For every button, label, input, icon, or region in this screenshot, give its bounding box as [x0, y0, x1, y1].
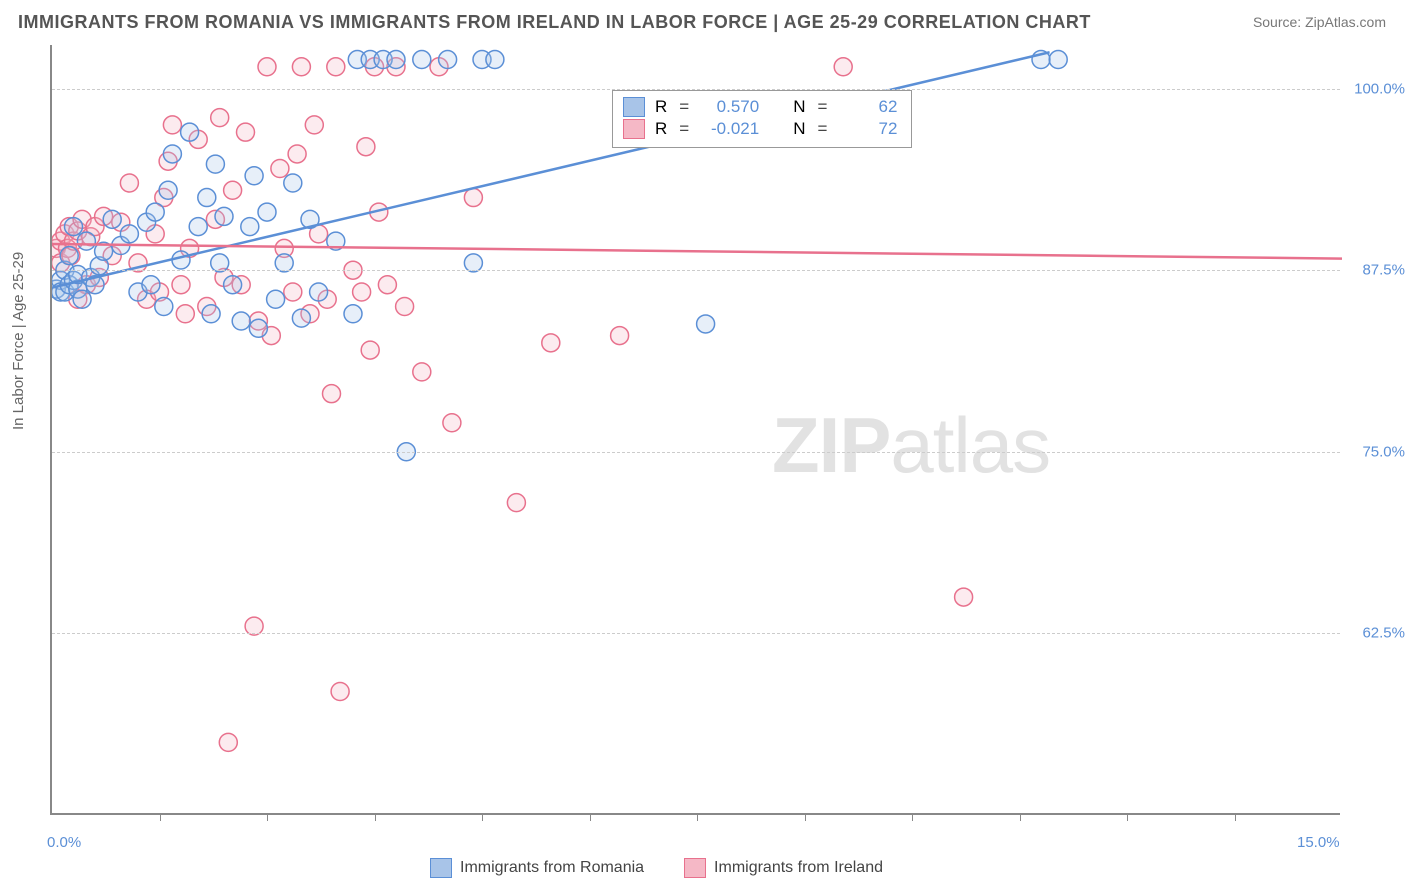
chart-title: IMMIGRANTS FROM ROMANIA VS IMMIGRANTS FR… — [18, 12, 1091, 33]
equals-sign: = — [818, 97, 828, 117]
swatch-ireland — [684, 858, 706, 878]
r-value-ireland: -0.021 — [701, 119, 759, 139]
legend-row-ireland: R = -0.021 N = 72 — [623, 119, 897, 139]
n-value-romania: 62 — [839, 97, 897, 117]
x-tick-label: 15.0% — [1297, 834, 1340, 851]
legend-item-romania: Immigrants from Romania — [430, 858, 644, 878]
gridline — [52, 89, 1340, 90]
r-label: R — [655, 97, 667, 117]
x-tick-mark — [697, 813, 698, 821]
scatter-svg — [52, 45, 1342, 815]
x-tick-mark — [912, 813, 913, 821]
swatch-ireland — [623, 119, 645, 139]
y-tick-label: 75.0% — [1362, 443, 1405, 460]
x-tick-label: 0.0% — [47, 834, 81, 851]
x-tick-mark — [1020, 813, 1021, 821]
equals-sign: = — [679, 97, 689, 117]
source-label: Source: ZipAtlas.com — [1253, 14, 1386, 30]
gridline — [52, 633, 1340, 634]
n-value-ireland: 72 — [839, 119, 897, 139]
x-tick-mark — [1127, 813, 1128, 821]
legend-item-ireland: Immigrants from Ireland — [684, 858, 883, 878]
x-tick-mark — [267, 813, 268, 821]
x-tick-mark — [482, 813, 483, 821]
gridline — [52, 452, 1340, 453]
swatch-romania — [430, 858, 452, 878]
plot-area: ZIPatlas R = 0.570 N = 62 R = -0.021 N = — [50, 45, 1340, 815]
n-label: N — [793, 119, 805, 139]
swatch-romania — [623, 97, 645, 117]
y-axis-label: In Labor Force | Age 25-29 — [10, 252, 27, 430]
x-tick-mark — [1235, 813, 1236, 821]
x-tick-mark — [805, 813, 806, 821]
n-label: N — [793, 97, 805, 117]
legend-label-ireland: Immigrants from Ireland — [714, 859, 883, 877]
y-tick-label: 62.5% — [1362, 625, 1405, 642]
x-tick-mark — [375, 813, 376, 821]
r-value-romania: 0.570 — [701, 97, 759, 117]
gridline — [52, 270, 1340, 271]
r-label: R — [655, 119, 667, 139]
correlation-legend: R = 0.570 N = 62 R = -0.021 N = 72 — [612, 90, 912, 148]
equals-sign: = — [679, 119, 689, 139]
legend-row-romania: R = 0.570 N = 62 — [623, 97, 897, 117]
chart-container: IMMIGRANTS FROM ROMANIA VS IMMIGRANTS FR… — [0, 0, 1406, 892]
legend-label-romania: Immigrants from Romania — [460, 859, 644, 877]
series-legend: Immigrants from Romania Immigrants from … — [430, 858, 883, 878]
y-tick-label: 87.5% — [1362, 262, 1405, 279]
equals-sign: = — [818, 119, 828, 139]
x-tick-mark — [590, 813, 591, 821]
y-tick-label: 100.0% — [1354, 80, 1405, 97]
x-tick-mark — [160, 813, 161, 821]
